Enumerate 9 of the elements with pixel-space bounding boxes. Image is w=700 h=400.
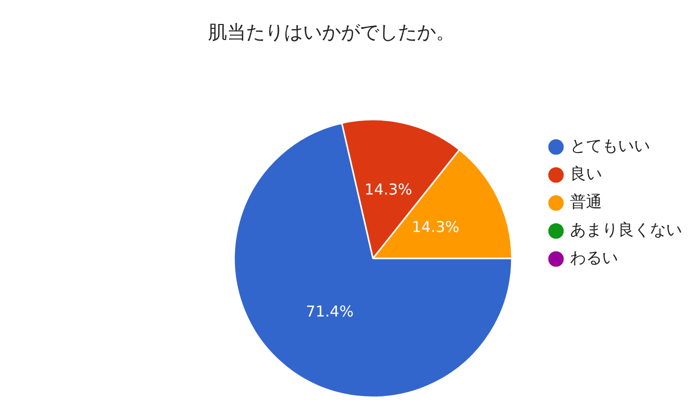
data-label: 14.3% (364, 180, 412, 199)
legend-label: とてもいい (570, 136, 650, 156)
chart-title: 肌当たりはいかがでしたか。 (208, 21, 455, 44)
legend-label: 良い (570, 164, 602, 184)
data-label: 14.3% (412, 218, 460, 236)
data-label: 71.4% (306, 302, 354, 321)
legend-label: 普通 (570, 192, 602, 212)
legend-label: あまり良くない (570, 220, 682, 240)
legend-label: わるい (570, 248, 618, 268)
